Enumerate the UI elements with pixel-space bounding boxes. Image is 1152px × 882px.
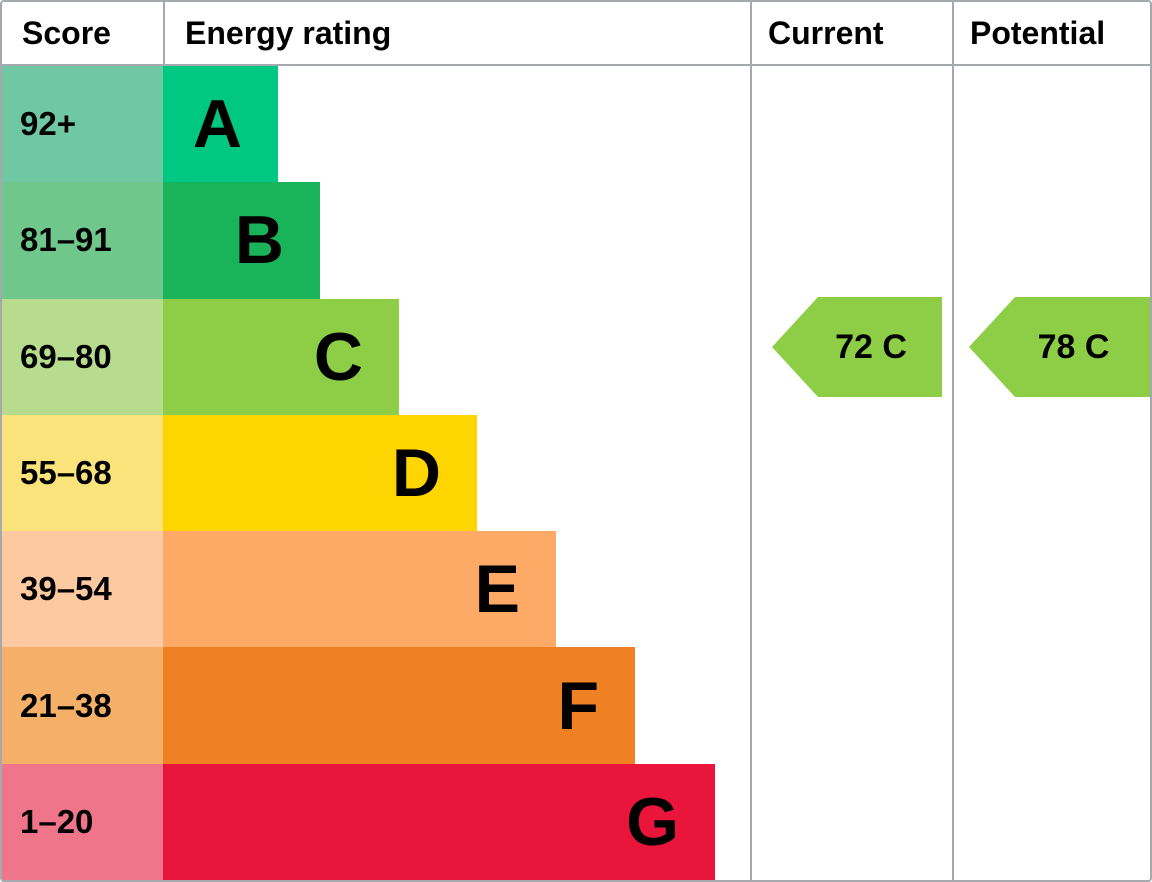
- score-range-g: 1–20: [2, 763, 163, 880]
- score-range-a: 92+: [2, 66, 163, 183]
- band-row-a: 92+ A: [2, 66, 750, 183]
- score-range-d: 55–68: [2, 414, 163, 532]
- separator-current-column: [750, 2, 752, 880]
- band-row-g: 1–20 G: [2, 763, 750, 880]
- score-range-c: 69–80: [2, 298, 163, 415]
- band-row-f: 21–38 F: [2, 647, 750, 764]
- band-bar-a: A: [163, 66, 278, 183]
- potential-rating-value: 78 C: [1037, 327, 1110, 366]
- separator-potential-column: [952, 2, 954, 880]
- band-row-c: 69–80 C: [2, 298, 750, 415]
- band-bar-f: F: [163, 647, 635, 764]
- current-rating-value: 72 C: [835, 327, 907, 366]
- band-bar-b: B: [163, 182, 320, 299]
- band-row-b: 81–91 B: [2, 182, 750, 299]
- separator-score-column: [163, 2, 165, 64]
- score-range-f: 21–38: [2, 647, 163, 764]
- band-row-e: 39–54 E: [2, 531, 750, 648]
- chart-header: Score Energy rating Current Potential: [2, 2, 1150, 66]
- rating-bands: 92+ A 81–91 B 69–80 C 55–68 D 39–54 E 21–38 F 1–20 G: [2, 66, 750, 880]
- column-header-potential: Potential: [970, 14, 1106, 51]
- band-bar-g: G: [163, 763, 715, 880]
- column-header-score: Score: [22, 14, 111, 51]
- column-header-energy-rating: Energy rating: [185, 14, 392, 51]
- band-bar-d: D: [163, 414, 477, 532]
- band-row-d: 55–68 D: [2, 414, 750, 532]
- score-range-e: 39–54: [2, 531, 163, 648]
- band-bar-c: C: [163, 298, 399, 415]
- band-bar-e: E: [163, 531, 556, 648]
- column-header-current: Current: [768, 14, 884, 51]
- score-range-b: 81–91: [2, 182, 163, 299]
- potential-rating-arrow: 78 C: [969, 297, 1150, 397]
- current-rating-arrow: 72 C: [772, 297, 942, 397]
